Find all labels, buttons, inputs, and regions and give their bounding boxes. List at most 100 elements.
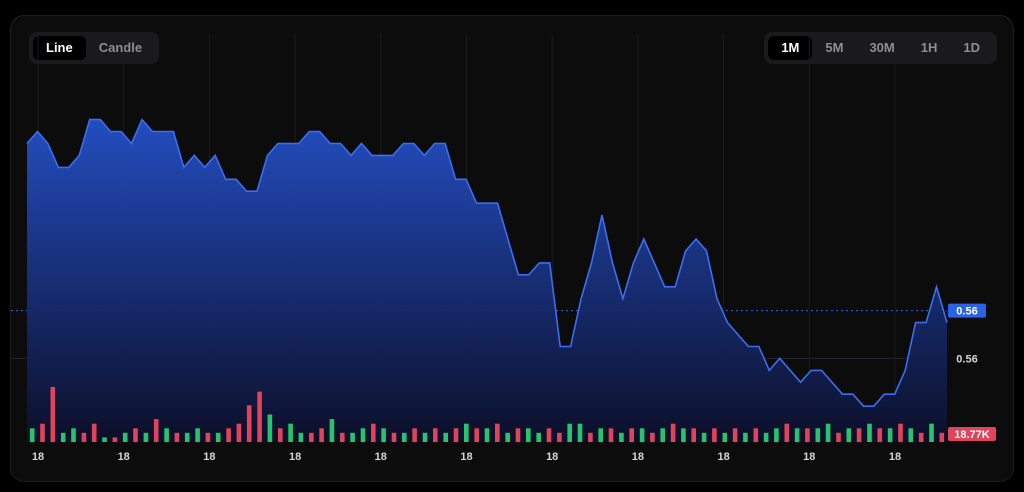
interval-toggle: 1M 5M 30M 1H 1D: [764, 32, 997, 64]
volume-bar: [887, 428, 893, 443]
volume-bar: [856, 428, 862, 443]
volume-bar: [681, 428, 686, 443]
volume-bar: [774, 428, 779, 443]
x-tick-label: 18: [632, 451, 644, 463]
volume-bar: [722, 432, 728, 442]
volume-bar: [474, 428, 479, 443]
interval-5m-button[interactable]: 5M: [825, 40, 844, 55]
volume-bar: [267, 414, 273, 442]
volume-bar: [205, 432, 211, 442]
volume-bar: [215, 432, 221, 442]
x-tick-label: 18: [803, 451, 815, 463]
price-tick-label: 0.56: [956, 353, 977, 365]
volume-badge: [948, 427, 996, 441]
volume-bar: [246, 405, 252, 442]
volume-bar: [732, 428, 738, 443]
x-tick-label: 18: [889, 451, 901, 463]
volume-bar: [402, 432, 407, 442]
volume-bar: [143, 432, 149, 442]
volume-bar: [453, 428, 459, 443]
chart-type-toggle: Line Candle: [29, 32, 160, 64]
chart-panel: Line Candle 1M 5M 30M 1H 1D 18 18 18 18 18 18…: [10, 15, 1014, 482]
volume-bar: [164, 428, 169, 443]
volume-bar: [536, 432, 541, 442]
last-volume-label: 18.77K: [954, 429, 990, 441]
volume-bar: [784, 423, 790, 442]
current-price-label: 0.56: [956, 306, 977, 318]
volume-bar: [433, 428, 438, 443]
volume-bar: [588, 432, 593, 442]
y-axis-labels: 0.56 0.56 18.77K: [948, 303, 996, 441]
volume-bar: [112, 437, 118, 442]
chart-type-candle-button[interactable]: Candle: [98, 40, 143, 55]
volume-bar: [102, 437, 107, 442]
volume-bars: [29, 387, 945, 443]
volume-bar: [71, 428, 76, 443]
x-tick-label: 18: [546, 451, 558, 463]
volume-bar: [412, 428, 417, 443]
volume-bar: [650, 432, 655, 442]
volume-bar: [381, 428, 386, 443]
volume-bar: [464, 423, 469, 442]
interval-30m-button[interactable]: 30M: [869, 40, 895, 55]
volume-bar: [701, 432, 707, 442]
volume-bar: [877, 428, 883, 443]
volume-bar: [350, 432, 355, 442]
x-axis-labels: 18 18 18 18 18 18 18 18 18 18 18: [32, 451, 901, 463]
x-tick-label: 18: [289, 451, 301, 463]
volume-bar: [195, 428, 200, 443]
volume-bar: [836, 432, 841, 442]
chart-type-line-button[interactable]: Line: [33, 36, 86, 60]
current-price-badge: [948, 303, 986, 318]
volume-bar: [898, 423, 903, 442]
volume-bar: [505, 432, 510, 442]
price-line: [26, 118, 948, 407]
interval-1m-button[interactable]: 1M: [768, 36, 813, 60]
volume-bar: [629, 428, 634, 443]
volume-bar: [443, 432, 448, 442]
volume-bar: [484, 428, 490, 443]
volume-bar: [50, 387, 56, 442]
x-tick-label: 18: [717, 451, 729, 463]
interval-1h-button[interactable]: 1H: [920, 40, 938, 55]
volume-bar: [639, 428, 645, 443]
volume-bar: [929, 423, 934, 442]
volume-bar: [670, 423, 676, 442]
volume-bar: [867, 423, 872, 442]
volume-bar: [567, 423, 572, 442]
volume-bar: [174, 432, 180, 442]
volume-bar: [495, 423, 500, 442]
volume-bar: [619, 432, 624, 442]
volume-bar: [40, 423, 45, 442]
volume-bar: [763, 432, 769, 442]
volume-bar: [91, 423, 97, 442]
price-chart[interactable]: 18 18 18 18 18 18 18 18 18 18 18 0.56 0.56 18.77K: [11, 16, 1014, 482]
volume-bar: [309, 432, 314, 442]
volume-bar: [360, 428, 366, 443]
volume-bar: [743, 432, 748, 442]
volume-bar: [257, 391, 262, 442]
x-tick-label: 18: [203, 451, 215, 463]
volume-bar: [846, 428, 852, 443]
volume-bar: [319, 428, 324, 443]
interval-1d-button[interactable]: 1D: [963, 40, 980, 55]
volume-bar: [815, 428, 821, 443]
volume-bar: [515, 428, 521, 443]
volume-bar: [908, 428, 914, 443]
volume-bar: [236, 423, 242, 442]
x-tick-label: 18: [460, 451, 472, 463]
volume-bar: [660, 428, 665, 443]
x-tick-label: 18: [118, 451, 130, 463]
volume-bar: [608, 428, 614, 443]
volume-bar: [329, 419, 335, 442]
volume-bar: [918, 432, 924, 442]
volume-bar: [557, 432, 562, 442]
volume-bar: [422, 432, 428, 442]
volume-bar: [805, 428, 810, 443]
volume-bar: [712, 428, 717, 443]
volume-bar: [153, 419, 159, 442]
volume-bar: [298, 432, 304, 442]
x-tick-label: 18: [32, 451, 44, 463]
volume-bar: [598, 428, 603, 443]
volume-bar: [825, 423, 831, 442]
